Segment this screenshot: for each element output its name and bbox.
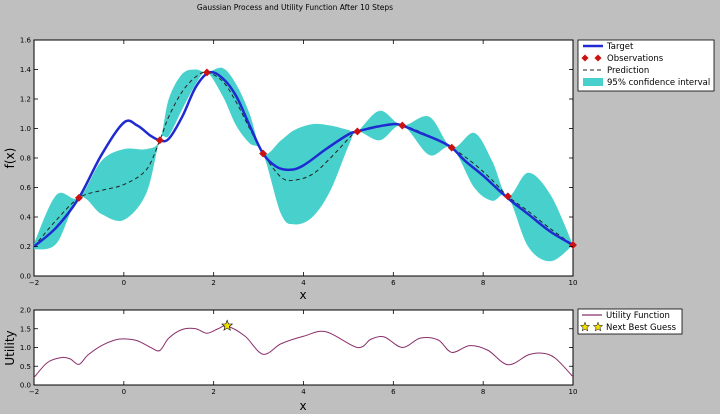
observation-point — [447, 143, 456, 152]
legend-ci-label: 95% confidence interval — [607, 78, 710, 88]
y-tick-label: 0.2 — [20, 243, 31, 251]
observation-point — [398, 121, 407, 130]
utility-ticks: −2 0 2 4 6 8 10 0.0 0.5 1.0 1.5 2.0 — [20, 307, 578, 397]
legend-utility-label: Utility Function — [606, 311, 670, 321]
x-tick-label: −2 — [29, 279, 39, 287]
observation-point — [503, 192, 512, 201]
x-tick-label: 10 — [569, 279, 578, 287]
y-tick-label: 0.5 — [20, 363, 31, 371]
star-icon — [579, 321, 591, 332]
x-tick-label: 2 — [211, 388, 215, 396]
legend-prediction-label: Prediction — [607, 66, 649, 76]
x-tick-label: 6 — [391, 388, 396, 396]
legend-target-label: Target — [606, 42, 634, 52]
prediction-line — [33, 71, 574, 247]
gp-legend: Target Observations Prediction 95% confi… — [577, 39, 715, 92]
legend-next-guess-swatch — [579, 321, 604, 332]
legend-next-guess-label: Next Best Guess — [606, 323, 677, 333]
y-tick-label: 1.0 — [20, 344, 31, 352]
x-tick-label: −2 — [29, 388, 39, 396]
utility-legend: Utility Function Next Best Guess — [577, 308, 683, 335]
gp-ticks: −2 0 2 4 6 8 10 0.0 0.2 0.4 0.6 0.8 1.0 1.2 1.4 1.6 — [20, 37, 578, 288]
gp-series-layer — [33, 67, 577, 262]
utility-plot-area — [33, 309, 574, 386]
utility-series-layer — [33, 319, 574, 378]
x-tick-label: 6 — [391, 279, 396, 287]
gp-ylabel: f(x) — [3, 148, 17, 169]
observation-point — [202, 68, 211, 77]
star-icon — [592, 321, 604, 332]
y-tick-label: 0.0 — [20, 273, 31, 281]
observation-point — [155, 136, 164, 145]
observation-point — [353, 127, 362, 136]
y-tick-label: 1.0 — [20, 125, 31, 133]
gp-plot: −2 0 2 4 6 8 10 0.0 0.2 0.4 0.6 0.8 1.0 1.2 1.4 1.6 f(x… — [3, 37, 577, 303]
y-tick-label: 1.2 — [20, 96, 31, 104]
utility-xlabel: x — [299, 399, 306, 413]
x-tick-label: 8 — [481, 388, 485, 396]
legend-observations-label: Observations — [607, 54, 664, 64]
x-tick-label: 10 — [569, 388, 578, 396]
observation-point — [259, 149, 268, 158]
x-tick-label: 0 — [122, 279, 126, 287]
gp-xlabel: x — [299, 288, 306, 302]
x-tick-label: 2 — [211, 279, 215, 287]
y-tick-label: 0.4 — [20, 214, 32, 222]
y-tick-label: 0.6 — [20, 184, 32, 192]
figure-title: Gaussian Process and Utility Function Af… — [197, 3, 393, 12]
y-tick-label: 2.0 — [20, 307, 31, 315]
target-line — [33, 70, 574, 248]
legend-observations-swatch — [581, 54, 602, 62]
x-tick-label: 4 — [301, 388, 306, 396]
legend-ci-swatch — [583, 78, 603, 86]
y-tick-label: 1.4 — [20, 66, 32, 74]
next-best-guess-star — [221, 319, 234, 331]
utility-ylabel: Utility — [3, 330, 17, 365]
x-tick-label: 4 — [301, 279, 306, 287]
y-tick-label: 1.5 — [20, 325, 31, 333]
x-tick-label: 0 — [122, 388, 126, 396]
x-tick-label: 8 — [481, 279, 485, 287]
y-tick-label: 1.6 — [20, 37, 32, 45]
y-tick-label: 0.0 — [20, 382, 31, 390]
utility-line — [33, 325, 574, 378]
y-tick-label: 0.8 — [20, 155, 31, 163]
utility-plot: −2 0 2 4 6 8 10 0.0 0.5 1.0 1.5 2.0 Utility x — [3, 307, 577, 414]
